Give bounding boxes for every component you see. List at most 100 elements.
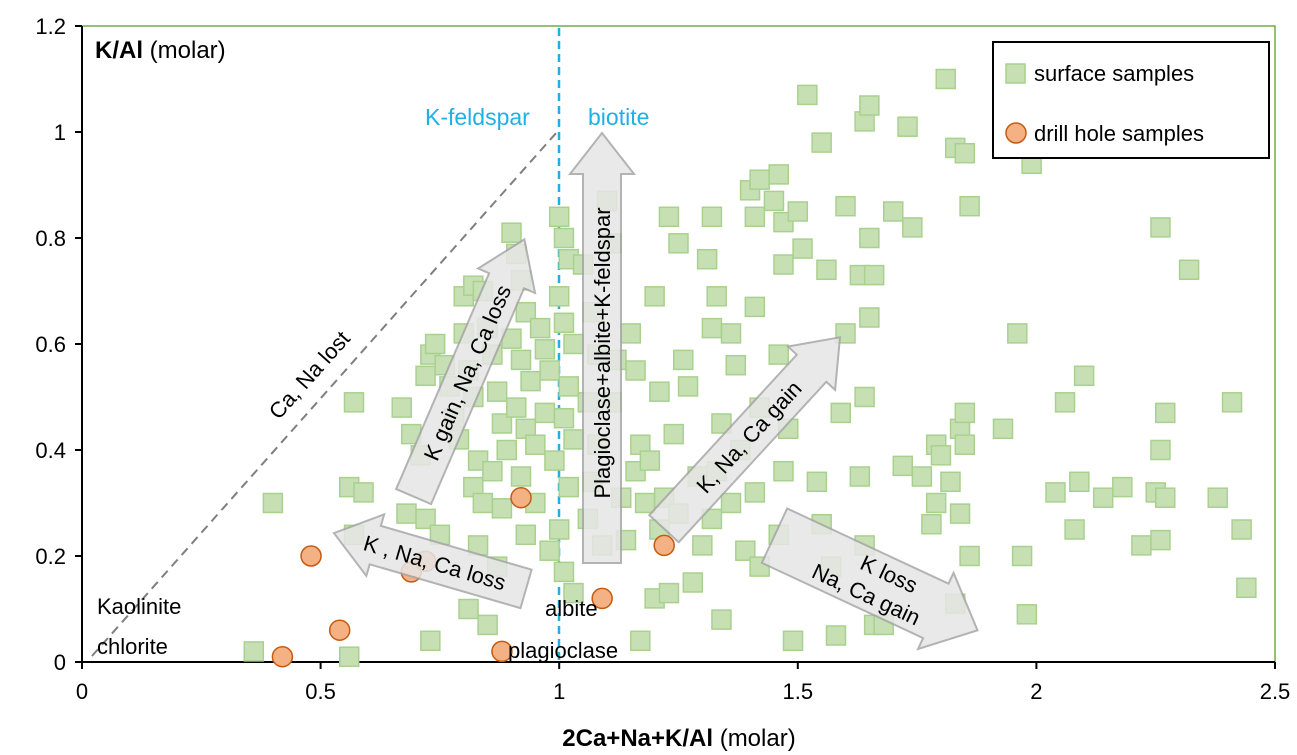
surface-sample-point: [1207, 487, 1228, 508]
surface-sample-point: [548, 206, 570, 228]
surface-sample-point: [859, 227, 880, 249]
surface-sample-point: [720, 323, 742, 344]
surface-sample-point: [1073, 365, 1095, 387]
y-axis-title: K/Al (molar): [95, 37, 226, 64]
surface-sample-point: [954, 142, 976, 164]
surface-sample-point: [816, 259, 837, 281]
surface-sample-point: [696, 248, 718, 270]
legend-surface-marker: [1005, 63, 1026, 84]
surface-sample-point: [534, 402, 556, 424]
surface-sample-point: [658, 206, 680, 228]
surface-sample-point: [515, 524, 537, 546]
surface-sample-point: [563, 333, 584, 355]
surface-sample-point: [1131, 535, 1152, 556]
surface-sample-point: [921, 513, 942, 535]
surface-sample-point: [544, 450, 565, 471]
surface-sample-point: [563, 429, 584, 450]
x-tick-label: 1: [553, 679, 565, 704]
x-axis-title-main: 2Ca+Na+K/Al: [562, 725, 713, 752]
surface-sample-point: [806, 471, 828, 493]
surface-sample-point: [529, 317, 551, 339]
legend: surface samples drill hole samples: [992, 41, 1270, 159]
surface-sample-point: [477, 614, 498, 636]
surface-sample-point: [711, 413, 732, 434]
surface-sample-point: [959, 545, 980, 567]
drill-hole-sample-point: [491, 640, 513, 663]
surface-sample-point: [510, 466, 532, 487]
surface-sample-point: [668, 233, 689, 254]
surface-sample-point: [930, 445, 952, 466]
surface-sample-point: [735, 540, 756, 561]
surface-sample-point: [1231, 519, 1252, 540]
surface-sample-point: [682, 572, 704, 593]
y-tick-label: 0.4: [35, 438, 66, 463]
surface-sample-point: [825, 625, 847, 646]
x-tick-label: 1.5: [783, 679, 814, 704]
surface-sample-point: [1150, 217, 1171, 238]
surface-sample-point: [744, 206, 766, 228]
x-axis-title-unit: (molar): [713, 725, 796, 752]
surface-sample-point: [935, 68, 956, 90]
y-tick-label: 0.2: [35, 544, 66, 569]
surface-sample-point: [911, 466, 933, 487]
surface-sample-point: [706, 286, 727, 307]
surface-sample-point: [773, 254, 794, 275]
surface-sample-point: [639, 450, 661, 471]
surface-sample-point: [773, 460, 794, 482]
surface-sample-point: [768, 164, 789, 185]
surface-sample-point: [882, 201, 904, 222]
surface-sample-point: [744, 296, 766, 318]
drill-hole-sample-point: [653, 534, 675, 557]
surface-sample-point: [1092, 487, 1114, 508]
x-axis-title: 2Ca+Na+K/Al (molar): [562, 725, 795, 752]
drill-hole-sample-point: [510, 486, 532, 509]
surface-sample-point: [1007, 323, 1028, 344]
surface-sample-point: [649, 381, 670, 402]
surface-sample-point: [644, 286, 665, 307]
surface-sample-point: [1221, 392, 1243, 413]
y-axis-title-unit: (molar): [143, 37, 226, 64]
ca-na-lost-line: [91, 131, 558, 657]
x-tick-label: 2.5: [1260, 679, 1291, 704]
surface-sample-point: [1236, 577, 1257, 599]
surface-sample-point: [539, 360, 560, 381]
surface-sample-point: [1150, 439, 1171, 461]
surface-sample-point: [391, 397, 412, 418]
surface-sample-point: [548, 286, 570, 307]
surface-sample-point: [992, 418, 1014, 440]
y-tick-label: 1: [54, 120, 66, 145]
surface-sample-point: [835, 195, 856, 217]
x-tick-label: 0.5: [305, 679, 336, 704]
surface-sample-point: [849, 466, 871, 487]
y-tick-label: 0.8: [35, 226, 66, 251]
surface-sample-point: [940, 471, 961, 493]
surface-sample-point: [1112, 476, 1133, 498]
drill-hole-sample-point: [271, 645, 294, 668]
surface-sample-point: [763, 190, 785, 212]
y-tick-label: 0.6: [35, 332, 66, 357]
surface-sample-point: [620, 323, 642, 344]
surface-sample-point: [811, 132, 832, 153]
y-tick-label: 0: [54, 650, 66, 675]
surface-sample-point: [553, 312, 575, 334]
surface-sample-point: [711, 609, 732, 630]
surface-sample-point: [424, 333, 446, 355]
surface-sample-point: [692, 535, 713, 556]
surface-sample-point: [534, 339, 556, 360]
surface-sample-point: [1011, 545, 1033, 567]
surface-sample-point: [797, 84, 818, 106]
surface-sample-point: [792, 238, 813, 259]
surface-sample-point: [954, 402, 976, 424]
surface-sample-point: [701, 206, 723, 228]
drill-hole-sample-point: [328, 619, 351, 641]
surface-sample-point: [472, 492, 494, 514]
y-axis-ticks: 0 0.2 0.4 0.6 0.8 1 1.2: [35, 14, 82, 675]
surface-sample-point: [701, 508, 723, 530]
surface-sample-point: [634, 492, 656, 514]
surface-sample-point: [558, 376, 579, 397]
surface-sample-point: [925, 492, 947, 514]
surface-sample-point: [553, 561, 575, 583]
surface-sample-point: [501, 222, 522, 243]
surface-sample-point: [553, 407, 575, 429]
